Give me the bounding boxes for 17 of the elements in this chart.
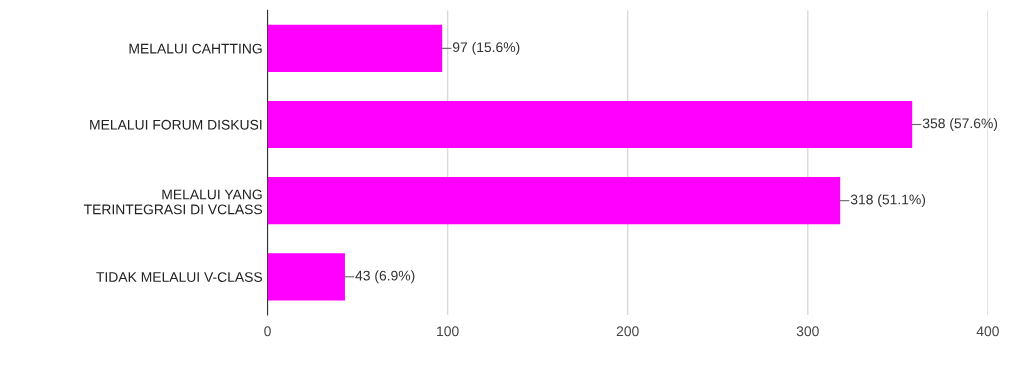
y-tick-label: TIDAK MELALUI V-CLASS	[96, 272, 263, 282]
data-label: 318 (51.1%)	[850, 194, 926, 208]
bar	[267, 100, 913, 149]
x-tick-label: 300	[796, 326, 819, 337]
bar	[267, 177, 841, 225]
bar	[267, 24, 443, 72]
y-tick-label: MELALUI CAHTTING	[129, 43, 262, 54]
y-tick-label: MELALUI YANG TERINTEGRASI DI VCLASS	[83, 189, 263, 215]
x-tick-label: 100	[437, 326, 459, 337]
x-tick-label: 0	[264, 326, 271, 337]
data-label: 97 (15.6%)	[452, 41, 520, 55]
y-tick-label: MELALUI FORUM DISKUSI	[90, 119, 262, 130]
x-tick-label: 400	[976, 326, 999, 337]
data-label: 358 (57.6%)	[922, 118, 998, 131]
bar	[267, 253, 345, 301]
data-label: 43 (6.9%)	[355, 270, 415, 284]
x-tick-label: 200	[616, 326, 639, 337]
